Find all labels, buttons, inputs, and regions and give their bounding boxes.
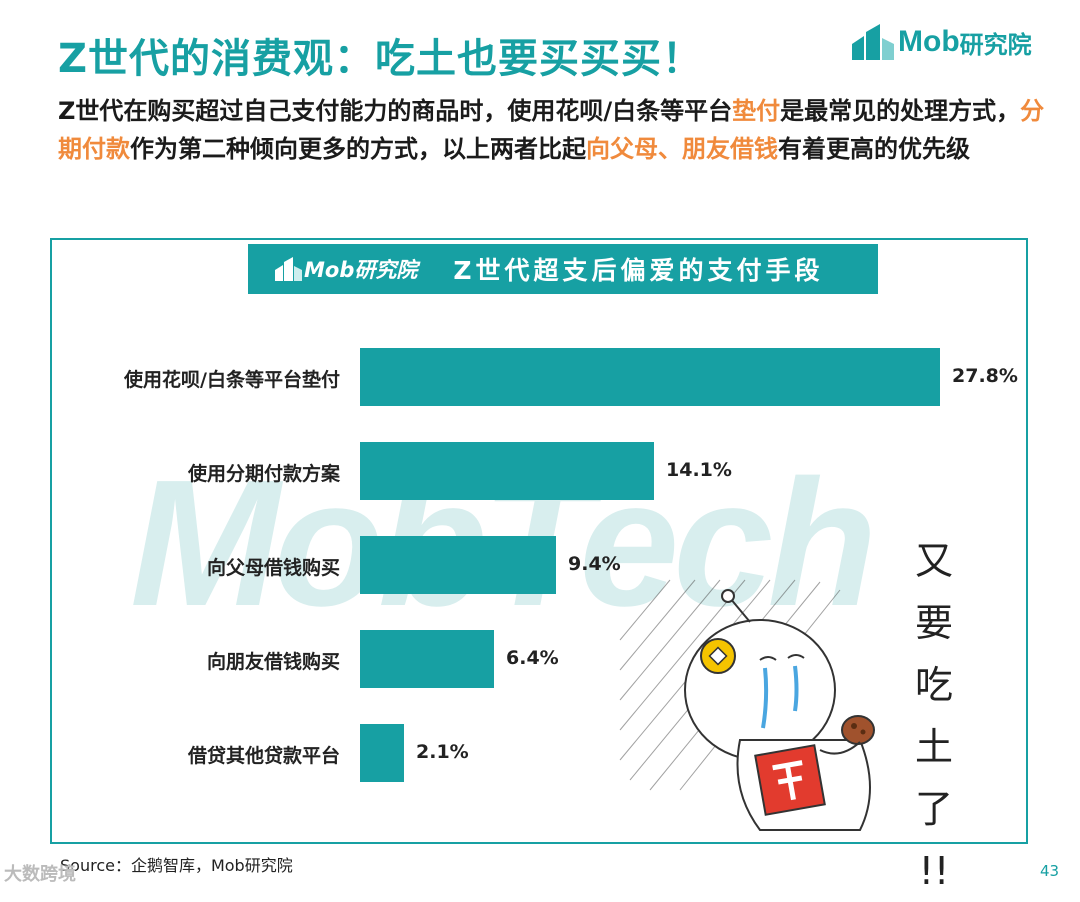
cartoon-caption: 又 要 吃 土 了 !! xyxy=(904,530,964,902)
subtitle-part-3: 作为第二种倾向更多的方式，以上两者比起 xyxy=(130,135,586,163)
subtitle-highlight-3: 向父母、朋友借钱 xyxy=(586,135,778,163)
mob-logo-icon xyxy=(852,24,894,60)
subtitle: Z世代在购买超过自己支付能力的商品时，使用花呗/白条等平台垫付是最常见的处理方式… xyxy=(58,92,1048,168)
page-title: Z世代的消费观：吃土也要买买买！ xyxy=(58,36,704,82)
cartoon-caption-char-1: 又 xyxy=(914,539,953,583)
subtitle-highlight-1: 垫付 xyxy=(732,97,781,125)
corner-watermark: 大数跨境 xyxy=(4,864,76,885)
subtitle-part-1: Z世代在购买超过自己支付能力的商品时，使用花呗/白条等平台 xyxy=(58,97,733,125)
banner-logo-icon xyxy=(275,257,302,281)
chart-title: Z世代超支后偏爱的支付手段 xyxy=(453,256,824,285)
bar xyxy=(360,442,654,500)
subtitle-part-4: 有着更高的优先级 xyxy=(778,135,970,163)
subtitle-highlight-2: 分期付款 xyxy=(58,97,1045,163)
subtitle-part-2: 是最常见的处理方式， xyxy=(780,97,1021,125)
cartoon-caption-char-3: 吃 xyxy=(914,663,953,707)
banner-logo: Mob研究院 xyxy=(274,254,417,284)
mob-logo-text-cn: 研究院 xyxy=(959,30,1032,59)
cartoon-caption-char-6: !! xyxy=(918,849,950,893)
bar xyxy=(360,348,940,406)
cartoon-illustration xyxy=(619,579,875,831)
banner-logo-text: Mob研究院 xyxy=(304,258,418,282)
cartoon-caption-char-2: 要 xyxy=(914,601,953,645)
cartoon-caption-char-5: 了 xyxy=(914,787,953,831)
data-label: 2.1% xyxy=(416,741,469,763)
category-label: 使用分期付款方案 xyxy=(187,463,340,485)
cartoon-caption-char-4: 土 xyxy=(914,725,953,769)
chart-banner: Mob研究院 Z世代超支后偏爱的支付手段 xyxy=(248,244,878,294)
bar xyxy=(360,536,556,594)
category-label: 借贷其他贷款平台 xyxy=(187,745,340,767)
mob-logo-text-latin: Mob xyxy=(898,25,960,58)
category-label: 使用花呗/白条等平台垫付 xyxy=(124,369,340,391)
category-label: 向朋友借钱购买 xyxy=(206,651,340,673)
category-label: 向父母借钱购买 xyxy=(206,557,340,579)
data-label: 14.1% xyxy=(666,459,732,481)
data-label: 27.8% xyxy=(952,365,1018,387)
mob-logo: Mob 研究院 xyxy=(850,22,1032,62)
bar xyxy=(360,724,404,782)
bar xyxy=(360,630,494,688)
page-number: 43 xyxy=(1040,862,1060,880)
data-label: 9.4% xyxy=(568,553,621,575)
source-note: Source：企鹅智库，Mob研究院 xyxy=(60,856,293,875)
data-label: 6.4% xyxy=(506,647,559,669)
